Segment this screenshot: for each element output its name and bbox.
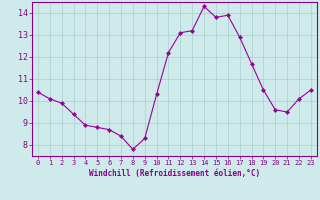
X-axis label: Windchill (Refroidissement éolien,°C): Windchill (Refroidissement éolien,°C): [89, 169, 260, 178]
